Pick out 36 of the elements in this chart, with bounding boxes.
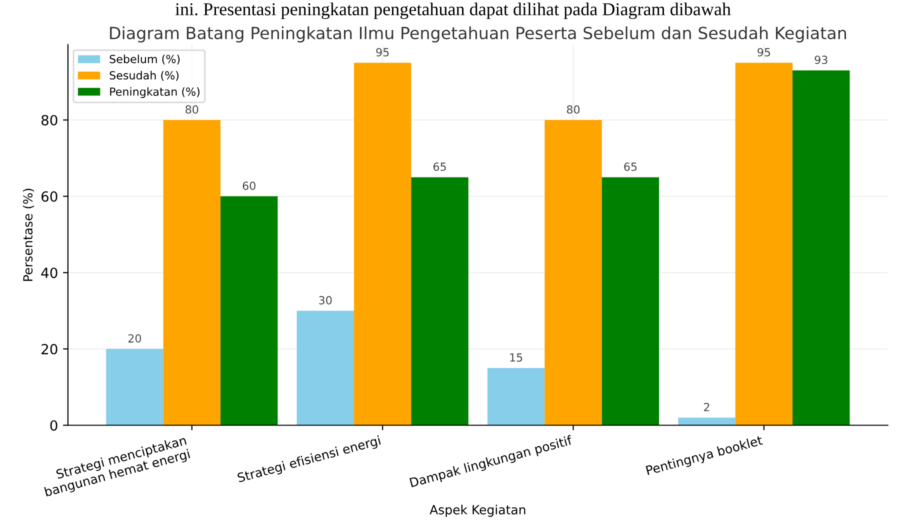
data-label: 2 xyxy=(704,402,710,412)
y-tick-label: 20 xyxy=(42,344,58,354)
legend-label: Sesudah (%) xyxy=(110,70,178,81)
data-label: 65 xyxy=(433,162,446,171)
text: ini. Presentasi peningkatan pengetahuan dapat dilihat pada Diagram dibawah xyxy=(175,2,731,20)
bar xyxy=(678,418,736,426)
data-label: 95 xyxy=(376,48,389,56)
data-label: 95 xyxy=(758,48,770,56)
data-label: 80 xyxy=(566,105,580,114)
legend-label: Sebelum (%) xyxy=(110,54,180,65)
chart-title: Diagram Batang Peningkatan Ilmu Pengetahuan Peserta Sebelum dan Sesudah Kegiatan xyxy=(110,26,846,43)
bar xyxy=(220,196,278,426)
bar xyxy=(106,348,164,426)
bar xyxy=(163,120,220,426)
bar xyxy=(792,70,850,426)
bar xyxy=(354,62,412,426)
data-label: 65 xyxy=(624,162,637,171)
data-label: 20 xyxy=(128,334,142,343)
data-label: 93 xyxy=(814,56,828,64)
bar xyxy=(411,177,468,426)
data-label: 30 xyxy=(319,296,332,304)
y-tick-label: 60 xyxy=(42,191,58,202)
bar xyxy=(602,177,660,426)
y-axis-title: Persentase (%) xyxy=(22,188,34,281)
bar xyxy=(735,62,793,426)
bar xyxy=(487,368,545,426)
data-label: 15 xyxy=(510,353,522,362)
data-label: 80 xyxy=(186,105,198,114)
data-label: 60 xyxy=(242,182,256,190)
bar xyxy=(296,310,354,426)
y-tick-label: 80 xyxy=(41,114,58,126)
y-tick-label: 0 xyxy=(50,420,58,431)
legend-label: Peningkatan (%) xyxy=(110,87,200,98)
bar xyxy=(544,120,602,426)
x-axis-title: Aspek Kegiatan xyxy=(430,504,526,517)
y-tick-label: 40 xyxy=(41,268,58,278)
